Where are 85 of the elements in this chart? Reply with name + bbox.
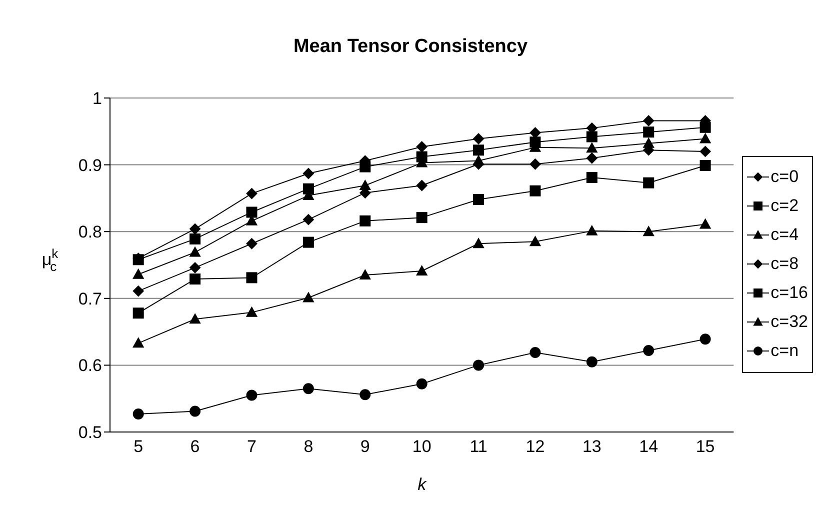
- point: [700, 218, 711, 229]
- point: [132, 286, 144, 297]
- y-tick-label: 0.7: [78, 289, 102, 308]
- legend-label: c=0: [770, 167, 799, 187]
- point: [190, 246, 201, 257]
- point: [132, 408, 144, 420]
- legend-label: c=16: [770, 283, 808, 303]
- legend-label: c=2: [770, 196, 799, 216]
- point: [473, 133, 484, 144]
- point: [302, 236, 314, 248]
- point: [132, 268, 144, 279]
- point: [190, 406, 201, 417]
- point: [302, 383, 314, 394]
- point: [643, 126, 654, 138]
- point: [190, 274, 201, 285]
- y-tick-label: 0.6: [78, 356, 102, 376]
- point: [416, 266, 428, 276]
- point: [700, 122, 711, 133]
- y-tick-label: 0.8: [78, 222, 102, 242]
- point: [473, 360, 484, 371]
- point: [586, 225, 598, 236]
- point: [132, 338, 144, 348]
- legend-label: c=8: [770, 254, 799, 274]
- point: [360, 389, 371, 400]
- x-tick-label: 6: [190, 437, 200, 456]
- point: [246, 188, 258, 200]
- legend-label: c=4: [770, 225, 799, 245]
- x-tick-label: 14: [639, 437, 658, 456]
- y-tick-label: 1: [92, 89, 102, 108]
- point: [586, 172, 598, 183]
- point: [700, 133, 711, 144]
- point: [190, 314, 201, 324]
- x-tick-label: 15: [696, 437, 715, 456]
- point: [700, 146, 711, 157]
- x-tick-label: 8: [304, 437, 314, 456]
- point: [246, 206, 258, 218]
- x-tick-label: 9: [360, 437, 370, 456]
- point: [473, 194, 484, 206]
- point: [246, 390, 258, 401]
- point: [530, 158, 541, 170]
- point: [246, 238, 258, 250]
- point: [416, 378, 428, 390]
- point: [190, 262, 201, 274]
- chart-title: Mean Tensor Consistency: [292, 36, 529, 58]
- x-tick-label: 11: [470, 437, 488, 456]
- point: [190, 223, 201, 234]
- point: [700, 334, 711, 345]
- point: [643, 115, 654, 126]
- point: [530, 236, 541, 246]
- point: [302, 292, 314, 302]
- point: [132, 308, 144, 319]
- point: [643, 177, 654, 188]
- point: [190, 233, 201, 244]
- point: [360, 215, 371, 226]
- y-tick-label: 0.9: [78, 156, 102, 175]
- x-tick-label: 10: [412, 437, 432, 456]
- point: [416, 212, 428, 224]
- point: [586, 152, 598, 164]
- legend-label: c=n: [770, 341, 799, 361]
- point: [586, 131, 598, 142]
- point: [530, 347, 541, 358]
- x-tick-label: 12: [526, 437, 545, 456]
- point: [586, 142, 598, 153]
- point: [586, 356, 598, 368]
- x-axis-title: k: [418, 475, 428, 494]
- point: [416, 180, 428, 192]
- point: [416, 141, 428, 152]
- point: [246, 306, 258, 317]
- x-tick-label: 7: [247, 437, 256, 456]
- point: [530, 185, 541, 196]
- point: [700, 160, 711, 171]
- point: [302, 214, 314, 226]
- x-tick-label: 13: [582, 437, 602, 456]
- point: [360, 270, 371, 280]
- point: [473, 238, 484, 248]
- y-tick-label: 0.5: [78, 423, 102, 442]
- point: [246, 272, 258, 284]
- point: [643, 345, 654, 356]
- point: [473, 144, 484, 156]
- point: [530, 127, 541, 138]
- point: [643, 226, 654, 236]
- point: [302, 168, 314, 179]
- legend-label: c=32: [770, 312, 808, 332]
- x-tick-label: 5: [134, 437, 144, 456]
- point: [360, 161, 371, 172]
